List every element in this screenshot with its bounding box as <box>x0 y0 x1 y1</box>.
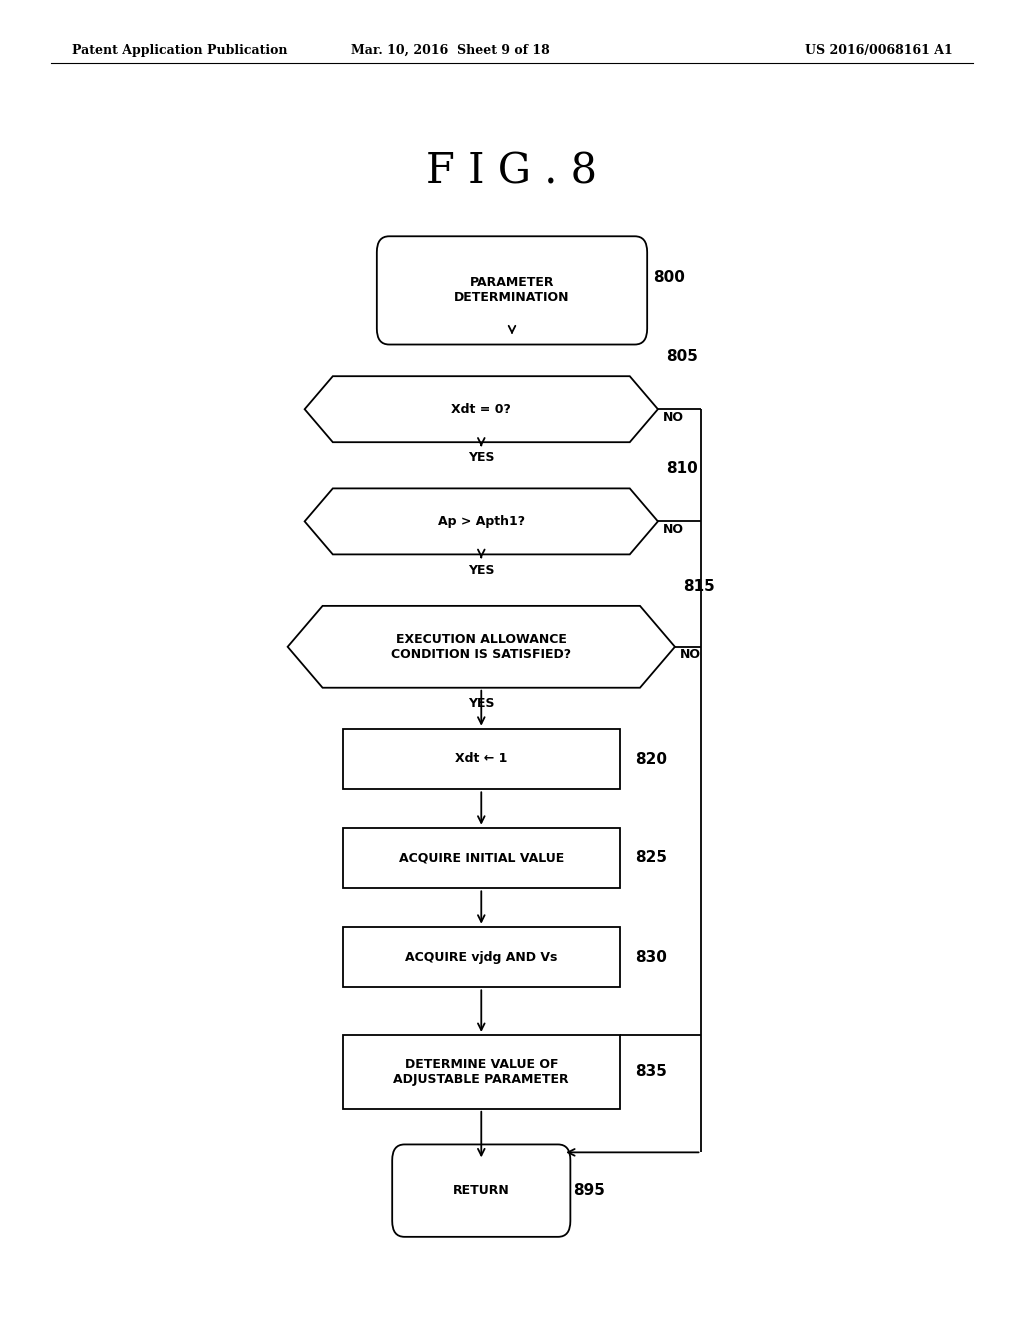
Text: YES: YES <box>468 564 495 577</box>
Text: Mar. 10, 2016  Sheet 9 of 18: Mar. 10, 2016 Sheet 9 of 18 <box>351 44 550 57</box>
Text: US 2016/0068161 A1: US 2016/0068161 A1 <box>805 44 952 57</box>
Polygon shape <box>304 376 657 442</box>
Text: NO: NO <box>664 523 684 536</box>
Text: ACQUIRE vjdg AND Vs: ACQUIRE vjdg AND Vs <box>406 950 557 964</box>
Text: PARAMETER
DETERMINATION: PARAMETER DETERMINATION <box>455 276 569 305</box>
Text: F I G . 8: F I G . 8 <box>427 150 597 193</box>
Text: 835: 835 <box>635 1064 667 1080</box>
Text: 830: 830 <box>635 949 667 965</box>
Bar <box>343 729 620 789</box>
Polygon shape <box>304 488 657 554</box>
Text: 800: 800 <box>653 269 685 285</box>
FancyBboxPatch shape <box>392 1144 570 1237</box>
Text: RETURN: RETURN <box>453 1184 510 1197</box>
Text: ACQUIRE INITIAL VALUE: ACQUIRE INITIAL VALUE <box>398 851 564 865</box>
Text: 815: 815 <box>683 578 715 594</box>
Text: 820: 820 <box>635 751 667 767</box>
Bar <box>343 927 620 987</box>
Text: Xdt = 0?: Xdt = 0? <box>452 403 511 416</box>
Text: Xdt ← 1: Xdt ← 1 <box>455 752 508 766</box>
Text: Patent Application Publication: Patent Application Publication <box>72 44 287 57</box>
Text: NO: NO <box>664 411 684 424</box>
Text: DETERMINE VALUE OF
ADJUSTABLE PARAMETER: DETERMINE VALUE OF ADJUSTABLE PARAMETER <box>393 1057 569 1086</box>
Text: YES: YES <box>468 451 495 465</box>
Bar <box>343 828 620 888</box>
Text: Ap > Apth1?: Ap > Apth1? <box>437 515 525 528</box>
Bar <box>343 1035 620 1109</box>
Text: 810: 810 <box>666 461 698 477</box>
Text: 825: 825 <box>635 850 667 866</box>
Text: YES: YES <box>468 697 495 710</box>
Text: EXECUTION ALLOWANCE
CONDITION IS SATISFIED?: EXECUTION ALLOWANCE CONDITION IS SATISFI… <box>391 632 571 661</box>
Text: 805: 805 <box>666 348 698 364</box>
FancyBboxPatch shape <box>377 236 647 345</box>
Polygon shape <box>288 606 675 688</box>
Text: 895: 895 <box>573 1183 605 1199</box>
Text: NO: NO <box>680 648 701 661</box>
